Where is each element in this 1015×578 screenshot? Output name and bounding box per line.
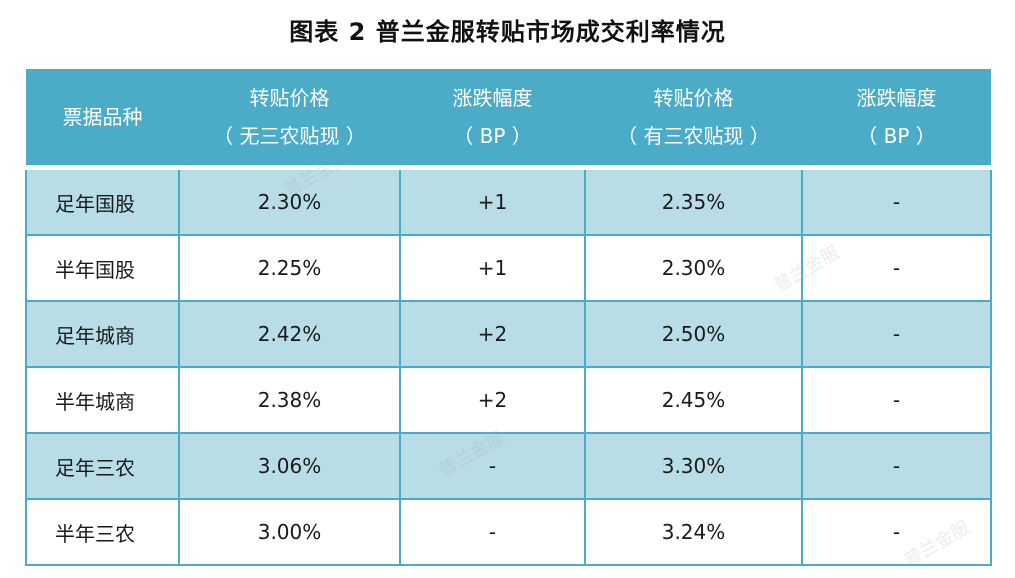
header-change-bp-2: 涨跌幅度 （ BP ） [802, 69, 991, 168]
cell-change-bp-2: - [802, 433, 992, 499]
cell-change-bp-1: +2 [400, 367, 586, 433]
table-row: 半年国股 2.25% +1 2.30% - [25, 235, 992, 301]
cell-change-bp-2: - [802, 235, 992, 301]
cell-change-bp-1: +1 [400, 167, 586, 235]
cell-change-bp-1: - [400, 433, 586, 499]
table-row: 足年三农 3.06% - 3.30% - [25, 433, 992, 499]
table-header-row: 票据品种 转贴价格 （ 无三农贴现 ） 涨跌幅度 （ BP ） 转贴价格 （ 有… [26, 69, 991, 168]
cell-price-with-sannong: 2.45% [585, 367, 803, 433]
cell-change-bp-2: - [802, 167, 992, 235]
cell-price-no-sannong: 3.00% [179, 499, 401, 565]
cell-bill-type: 足年国股 [25, 167, 180, 235]
header-change-bp-1: 涨跌幅度 （ BP ） [400, 69, 585, 168]
cell-bill-type: 足年城商 [25, 301, 180, 367]
table-row: 足年城商 2.42% +2 2.50% - [25, 301, 992, 367]
cell-price-with-sannong: 2.35% [585, 167, 803, 235]
cell-change-bp-1: +1 [400, 235, 586, 301]
cell-price-with-sannong: 3.24% [585, 499, 803, 565]
cell-price-no-sannong: 3.06% [179, 433, 401, 499]
cell-price-with-sannong: 2.30% [585, 235, 803, 301]
header-price-no-sannong: 转贴价格 （ 无三农贴现 ） [179, 69, 400, 168]
cell-change-bp-2: - [802, 367, 992, 433]
cell-change-bp-1: - [400, 499, 586, 565]
cell-bill-type: 半年城商 [25, 367, 180, 433]
cell-change-bp-2: - [802, 301, 992, 367]
cell-price-with-sannong: 3.30% [585, 433, 803, 499]
cell-price-no-sannong: 2.38% [179, 367, 401, 433]
cell-bill-type: 半年国股 [25, 235, 180, 301]
cell-price-no-sannong: 2.42% [179, 301, 401, 367]
cell-bill-type: 半年三农 [25, 499, 180, 565]
cell-change-bp-2: - [802, 499, 992, 565]
cell-price-no-sannong: 2.25% [179, 235, 401, 301]
cell-change-bp-1: +2 [400, 301, 586, 367]
table-row: 半年三农 3.00% - 3.24% - [25, 499, 992, 565]
table-row: 足年国股 2.30% +1 2.35% - [25, 167, 992, 235]
page-title: 图表 2 普兰金服转贴市场成交利率情况 [289, 18, 726, 46]
rate-table: 票据品种 转贴价格 （ 无三农贴现 ） 涨跌幅度 （ BP ） 转贴价格 （ 有… [25, 69, 992, 566]
cell-bill-type: 足年三农 [25, 433, 180, 499]
header-bill-type: 票据品种 [26, 69, 179, 168]
header-price-with-sannong: 转贴价格 （ 有三农贴现 ） [585, 69, 802, 168]
cell-price-no-sannong: 2.30% [179, 167, 401, 235]
table-row: 半年城商 2.38% +2 2.45% - [25, 367, 992, 433]
cell-price-with-sannong: 2.50% [585, 301, 803, 367]
